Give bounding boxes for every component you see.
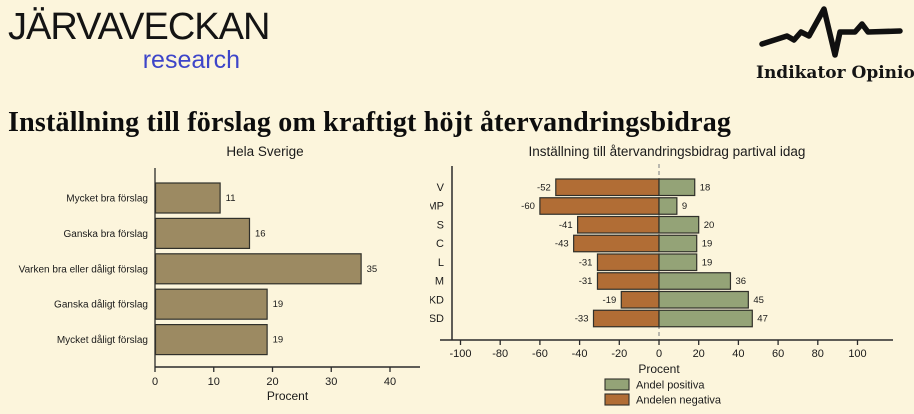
x-tick-label: -100 — [449, 348, 471, 360]
pulse-line-icon — [759, 6, 903, 58]
positive-bar-kd — [658, 290, 749, 309]
category-label: Ganska dåligt förslag — [54, 299, 148, 311]
chart-title: Inställning till återvandringsbidrag par… — [529, 144, 806, 159]
positive-value-label: 45 — [753, 295, 764, 306]
partival-diverging-bar-chart: Inställning till återvandringsbidrag par… — [430, 144, 893, 407]
category-label: Ganska bra förslag — [64, 229, 149, 240]
x-tick-label: -80 — [492, 348, 508, 360]
negative-value-label: -41 — [559, 220, 573, 231]
x-tick-label: -20 — [611, 348, 627, 360]
party-label: L — [438, 257, 444, 269]
negative-value-label: -31 — [579, 276, 593, 287]
indikator-opinion-label: Indikator Opinion — [756, 63, 914, 83]
jarvaveckan-research-text: research — [142, 46, 240, 74]
legend-label: Andelen negativa — [636, 395, 722, 407]
x-tick-label: 30 — [325, 376, 337, 388]
legend-swatch — [604, 378, 630, 391]
jarvaveckan-logo-text: JÄRVAVECKAN — [8, 6, 270, 48]
negative-value-label: -19 — [603, 295, 617, 306]
hela-sverige-bar-chart: Hela Sverige Mycket bra förslag 11 Ganska b… — [19, 144, 420, 403]
positive-bar-mp — [658, 197, 678, 215]
party-label: MP — [430, 201, 444, 213]
negative-bar-v — [555, 178, 660, 197]
party-label: V — [437, 182, 445, 194]
positive-value-label: 9 — [682, 201, 687, 212]
legend-label: Andel positiva — [636, 380, 705, 392]
negative-value-label: -31 — [579, 257, 593, 268]
positive-value-label: 20 — [704, 220, 715, 231]
value-label: 16 — [255, 228, 266, 239]
negative-bar-kd — [620, 290, 660, 309]
x-tick-label: 100 — [848, 348, 866, 360]
party-label: S — [437, 219, 444, 231]
positive-bar-s — [658, 215, 700, 234]
bar-ganska-bra-f-rslag — [154, 217, 251, 250]
category-label: Varken bra eller dåligt förslag — [19, 263, 148, 275]
negative-bar-c — [573, 234, 660, 253]
jarvaveckan-logo: JÄRVAVECKAN research — [8, 6, 270, 74]
positive-bar-v — [658, 178, 696, 197]
negative-value-label: -33 — [575, 314, 589, 325]
positive-value-label: 36 — [735, 276, 746, 287]
negative-bar-l — [596, 253, 660, 272]
category-label: Mycket dåligt förslag — [57, 334, 148, 346]
x-tick-label: 40 — [732, 348, 744, 360]
value-label: 11 — [226, 193, 236, 204]
x-tick-label: 0 — [656, 348, 662, 360]
value-label: 19 — [273, 299, 284, 310]
x-tick-label: 0 — [152, 376, 158, 388]
x-tick-label: 60 — [772, 348, 784, 360]
x-tick-label: 10 — [208, 376, 220, 388]
bar-mycket-bra-f-rslag — [154, 182, 221, 214]
negative-value-label: -43 — [555, 239, 569, 250]
bar-ganska-d-ligt-f-rslag — [154, 288, 268, 320]
legend-swatch — [604, 393, 630, 406]
negative-bar-mp — [539, 197, 660, 215]
negative-value-label: -52 — [537, 182, 551, 193]
x-tick-label: 40 — [384, 376, 396, 388]
positive-bar-c — [658, 234, 698, 253]
party-label: M — [435, 276, 444, 288]
positive-value-label: 19 — [702, 257, 713, 268]
bar-varken-bra-eller-d-ligt-f-rslag — [154, 253, 362, 285]
x-tick-label: -60 — [532, 348, 548, 360]
x-tick-label: 20 — [693, 348, 705, 360]
party-label: C — [436, 238, 444, 250]
page-title: Inställning till förslag om kraftigt höj… — [8, 106, 732, 138]
positive-bar-sd — [658, 309, 753, 328]
x-tick-label: 80 — [812, 348, 824, 360]
value-label: 35 — [367, 264, 378, 275]
positive-bar-l — [658, 253, 698, 272]
positive-value-label: 47 — [757, 314, 768, 325]
chart-title: Hela Sverige — [226, 144, 303, 159]
x-tick-label: -40 — [572, 348, 588, 360]
party-label: KD — [430, 294, 444, 306]
indikator-opinion-logo: Indikator Opinion — [756, 4, 914, 83]
negative-bar-m — [596, 272, 660, 290]
x-axis-title: Procent — [267, 389, 309, 403]
negative-bar-s — [577, 215, 660, 234]
value-label: 19 — [273, 335, 284, 346]
bar-mycket-d-ligt-f-rslag — [154, 324, 268, 356]
positive-value-label: 19 — [702, 239, 713, 250]
positive-value-label: 18 — [700, 182, 711, 193]
x-axis-title: Procent — [638, 362, 680, 376]
negative-bar-sd — [592, 309, 660, 328]
party-label: SD — [430, 313, 444, 325]
category-label: Mycket bra förslag — [66, 194, 148, 205]
positive-bar-m — [658, 272, 732, 290]
x-tick-label: 20 — [266, 376, 278, 388]
negative-value-label: -60 — [521, 201, 535, 212]
